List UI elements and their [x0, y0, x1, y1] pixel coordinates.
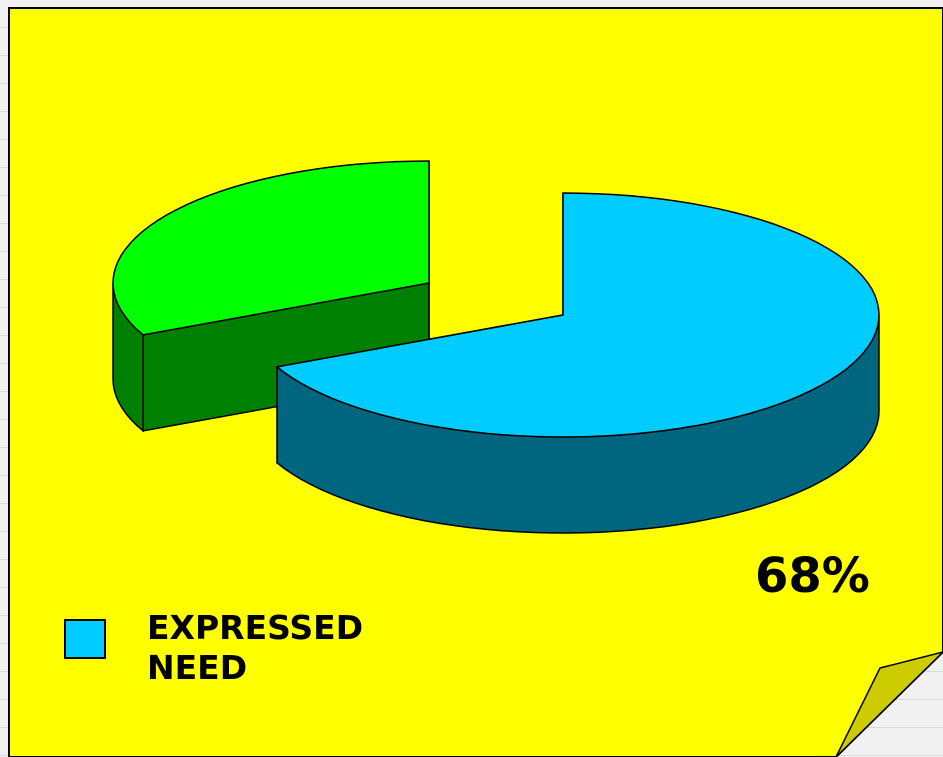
legend-swatch-expressed-need: [64, 619, 106, 659]
expressed-need-percent-label: 68%: [755, 548, 870, 604]
slice-other-top: [112, 160, 430, 336]
page-curl: [835, 651, 943, 757]
slice-expressed-need-top: [275, 192, 880, 438]
legend-label-expressed-need: EXPRESSED NEED: [147, 608, 364, 687]
